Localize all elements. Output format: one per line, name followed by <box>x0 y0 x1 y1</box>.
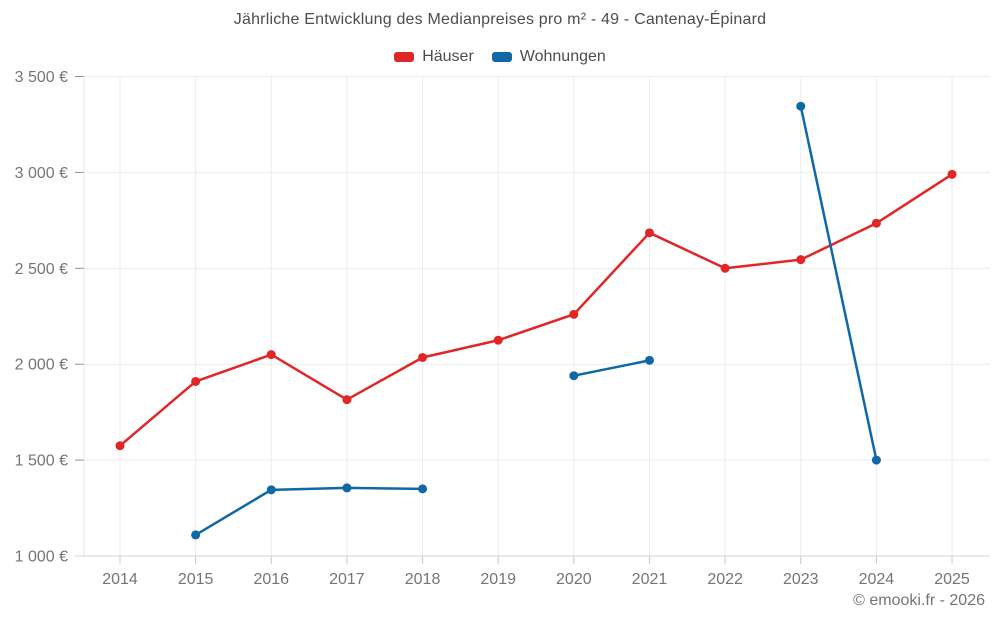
chart-legend: Häuser Wohnungen <box>0 48 1000 66</box>
legend-item-wohnungen[interactable]: Wohnungen <box>491 48 606 66</box>
x-tick-label: 2015 <box>178 571 214 588</box>
data-point-haeuser-2025[interactable] <box>947 169 957 179</box>
data-point-haeuser-2016[interactable] <box>266 350 276 360</box>
copyright-watermark: © emooki.fr - 2026 <box>853 592 985 609</box>
data-point-haeuser-2023[interactable] <box>796 255 806 265</box>
legend-label-wohnungen: Wohnungen <box>519 48 606 65</box>
data-point-wohnungen-2015[interactable] <box>191 530 201 540</box>
x-tick-label: 2024 <box>859 571 895 588</box>
data-point-wohnungen-2024[interactable] <box>871 455 881 465</box>
data-point-wohnungen-2017[interactable] <box>342 483 352 493</box>
y-tick-label: 3 000 € <box>15 165 68 182</box>
data-point-wohnungen-2016[interactable] <box>266 485 276 495</box>
data-point-haeuser-2014[interactable] <box>115 441 125 451</box>
data-point-haeuser-2019[interactable] <box>493 335 503 345</box>
x-tick-label: 2017 <box>329 571 365 588</box>
data-point-haeuser-2024[interactable] <box>871 218 881 228</box>
x-tick-label: 2019 <box>480 571 516 588</box>
legend-label-haeuser: Häuser <box>422 48 474 65</box>
data-point-haeuser-2022[interactable] <box>720 263 730 273</box>
y-tick-label: 3 500 € <box>15 69 68 86</box>
y-tick-label: 2 000 € <box>15 357 68 374</box>
x-tick-label: 2025 <box>934 571 970 588</box>
x-tick-label: 2020 <box>556 571 592 588</box>
x-tick-label: 2014 <box>102 571 138 588</box>
y-tick-label: 2 500 € <box>15 261 68 278</box>
x-tick-label: 2016 <box>253 571 289 588</box>
data-point-wohnungen-2021[interactable] <box>644 355 654 365</box>
legend-swatch-haeuser <box>394 52 415 62</box>
series-line-wohnungen <box>799 104 878 462</box>
data-point-haeuser-2021[interactable] <box>644 228 654 238</box>
y-tick-label: 1 500 € <box>15 453 68 470</box>
series-line-wohnungen <box>194 486 424 537</box>
x-tick-label: 2022 <box>707 571 743 588</box>
series-line-wohnungen <box>572 359 651 377</box>
data-point-haeuser-2017[interactable] <box>342 395 352 405</box>
legend-item-haeuser[interactable]: Häuser <box>394 48 474 66</box>
legend-swatch-wohnungen <box>491 52 512 62</box>
x-tick-label: 2018 <box>405 571 441 588</box>
series-line-haeuser <box>118 173 954 447</box>
data-point-haeuser-2020[interactable] <box>569 309 579 319</box>
data-point-wohnungen-2023[interactable] <box>796 101 806 111</box>
data-point-wohnungen-2018[interactable] <box>418 484 428 494</box>
y-tick-label: 1 000 € <box>15 549 68 566</box>
x-tick-label: 2023 <box>783 571 819 588</box>
data-point-haeuser-2018[interactable] <box>418 352 428 362</box>
data-point-wohnungen-2020[interactable] <box>569 371 579 381</box>
x-tick-label: 2021 <box>632 571 668 588</box>
data-point-haeuser-2015[interactable] <box>191 376 201 386</box>
chart-title: Jährliche Entwicklung des Medianpreises … <box>233 11 767 28</box>
